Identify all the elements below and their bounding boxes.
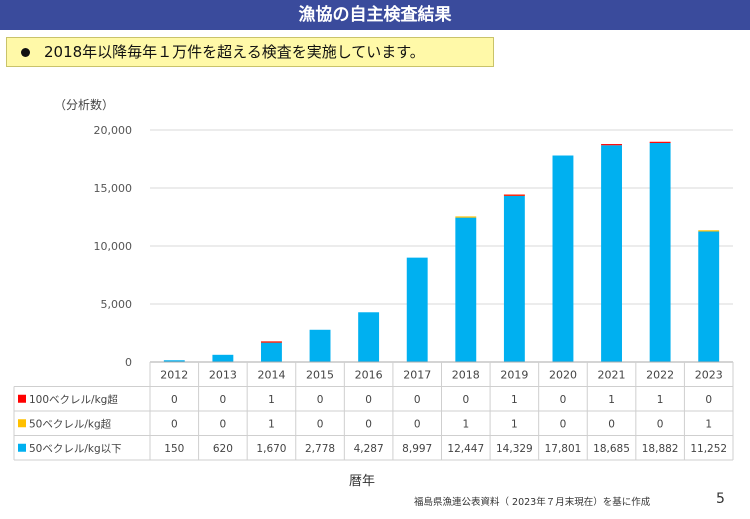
x-tick-label: 2013 (209, 368, 237, 381)
bar (358, 312, 380, 362)
data-label: 1 (462, 418, 469, 430)
data-label: 1 (511, 418, 518, 430)
data-label: 0 (365, 418, 372, 430)
bullet-icon (21, 47, 30, 57)
data-label: 150 (164, 443, 184, 455)
x-tick-label: 2023 (695, 368, 723, 381)
headline-box: 2018年以降毎年１万件を超える検査を実施しています。 (6, 37, 494, 67)
data-label: 0 (560, 394, 567, 406)
data-label: 0 (560, 418, 567, 430)
bar (261, 341, 282, 343)
legend-swatch (18, 419, 26, 428)
y-tick-label: 5,000 (101, 298, 133, 311)
x-tick-label: 2017 (403, 368, 431, 381)
data-label: 1 (268, 418, 275, 430)
data-label: 4,287 (354, 443, 384, 455)
data-label: 1 (511, 394, 518, 406)
x-tick-label: 2022 (646, 368, 674, 381)
y-tick-label: 20,000 (94, 124, 133, 137)
bar (261, 342, 282, 362)
legend-label: 50ベクレル/kg超 (29, 417, 112, 430)
bar (698, 230, 720, 232)
legend-swatch (18, 443, 26, 452)
data-label: 1 (657, 394, 664, 406)
x-tick-label: 2018 (452, 368, 480, 381)
data-label: 620 (213, 443, 233, 455)
y-tick-label: 0 (125, 356, 132, 369)
y-tick-label: 10,000 (94, 240, 133, 253)
data-label: 11,252 (690, 443, 727, 455)
x-tick-label: 2016 (355, 368, 383, 381)
bar (503, 194, 525, 196)
x-tick-label: 2012 (160, 368, 188, 381)
data-label: 18,882 (642, 443, 679, 455)
data-label: 1,670 (256, 443, 286, 455)
y-tick-label: 15,000 (94, 182, 133, 195)
bar (455, 217, 477, 362)
data-label: 0 (220, 394, 227, 406)
data-label: 0 (657, 418, 664, 430)
data-label: 0 (171, 394, 178, 406)
x-tick-label: 2014 (257, 368, 285, 381)
x-tick-label: 2015 (306, 368, 334, 381)
data-label: 14,329 (496, 443, 533, 455)
data-label: 1 (268, 394, 275, 406)
bar (406, 257, 428, 362)
data-label: 0 (462, 394, 469, 406)
data-label: 17,801 (545, 443, 582, 455)
x-tick-label: 2020 (549, 368, 577, 381)
bar (503, 195, 525, 362)
legend-label: 50ベクレル/kg以下 (29, 443, 122, 455)
data-label: 0 (608, 418, 615, 430)
bar (601, 145, 622, 362)
page-number: 5 (716, 491, 725, 507)
data-label: 8,997 (402, 443, 432, 455)
bar (649, 141, 671, 143)
headline-text: 2018年以降毎年１万件を超える検査を実施しています。 (44, 43, 425, 61)
x-axis-label: 暦年 (349, 474, 376, 489)
data-label: 1 (608, 394, 615, 406)
data-label: 0 (317, 418, 324, 430)
data-label: 12,447 (447, 443, 484, 455)
source-note: 福島県漁連公表資料（ 2023年７月末現在）を基に作成 (414, 497, 651, 508)
y-axis-label: （分析数） (54, 98, 115, 112)
data-label: 0 (317, 394, 324, 406)
x-tick-label: 2019 (500, 368, 528, 381)
bar (698, 231, 720, 362)
data-label: 18,685 (593, 443, 630, 455)
data-label: 0 (705, 394, 712, 406)
bar (601, 144, 622, 146)
bar (309, 329, 331, 362)
bar (212, 354, 234, 362)
data-label: 1 (705, 418, 712, 430)
legend-swatch (18, 394, 26, 403)
slide-title: 漁協の自主検査結果 (0, 0, 750, 30)
bar (455, 216, 477, 218)
legend-label: 100ベクレル/kg超 (29, 393, 118, 406)
data-label: 2,778 (305, 443, 335, 455)
data-label: 0 (220, 418, 227, 430)
data-label: 0 (414, 394, 421, 406)
data-label: 0 (365, 394, 372, 406)
bar (649, 142, 671, 362)
data-label: 0 (171, 418, 178, 430)
x-tick-label: 2021 (598, 368, 626, 381)
bar (552, 155, 574, 362)
bar (163, 360, 185, 362)
data-label: 0 (414, 418, 421, 430)
